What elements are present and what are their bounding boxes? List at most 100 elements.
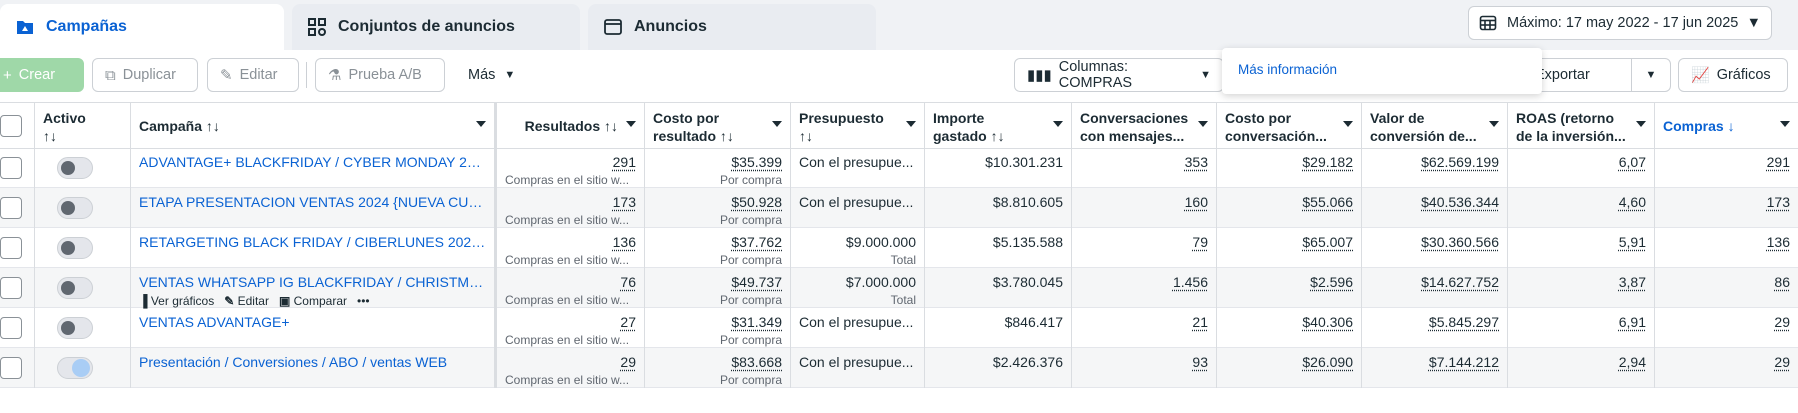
cell-value-value[interactable]: $30.360.566 [1421, 234, 1499, 250]
cell-cpr-value[interactable]: $31.349 [731, 314, 782, 330]
cell-conv-value[interactable]: 21 [1192, 314, 1208, 330]
table-row[interactable]: ADVANTAGE+ BLACKFRIDAY / CYBER MONDAY 20… [0, 148, 1798, 188]
cell-conv-value[interactable]: 93 [1192, 354, 1208, 370]
table-row[interactable]: Presentación / Conversiones / ABO / vent… [0, 348, 1798, 388]
header-campaign[interactable]: Campaña ↑↓ [131, 103, 497, 149]
row-checkbox[interactable] [0, 237, 22, 259]
row-checkbox[interactable] [0, 317, 22, 339]
cell-value-value[interactable]: $40.536.344 [1421, 194, 1499, 210]
cell-spent-value: $846.417 [1004, 314, 1063, 330]
cell-purchases-value[interactable]: 136 [1766, 234, 1790, 250]
cell-cpc-value[interactable]: $29.182 [1302, 154, 1353, 170]
cell-results-value[interactable]: 136 [612, 234, 636, 250]
header-cost-per-result[interactable]: Costo por resultado ↑↓ [645, 103, 791, 149]
select-all-checkbox[interactable] [0, 115, 22, 137]
cell-cpr-value[interactable]: $50.928 [731, 194, 782, 210]
row-action-compare[interactable]: ▣ Comparar [279, 294, 347, 308]
cell-cpr-value[interactable]: $37.762 [731, 234, 782, 250]
table-row[interactable]: RETARGETING BLACK FRIDAY / CIBERLUNES 20… [0, 228, 1798, 268]
cell-value-value[interactable]: $5.845.297 [1428, 314, 1499, 330]
edit-button[interactable]: ✎ Editar [207, 58, 299, 92]
header-conversations[interactable]: Conversaciones con mensajes... [1072, 103, 1217, 149]
more-button[interactable]: Más ▼ [456, 58, 526, 92]
cell-roas-value[interactable]: 6,07 [1618, 154, 1646, 170]
header-conversion-value[interactable]: Valor de conversión de... [1362, 103, 1508, 149]
cell-cpr-subtext: Por compra [719, 333, 782, 347]
cell-cpc-value[interactable]: $55.066 [1302, 194, 1353, 210]
cell-results-value[interactable]: 291 [612, 154, 636, 170]
header-roas[interactable]: ROAS (retorno de la inversión... [1508, 103, 1655, 149]
cell-cpc-value[interactable]: $40.306 [1302, 314, 1353, 330]
header-results[interactable]: Resultados ↑↓ [497, 103, 645, 149]
cell-cpr-value[interactable]: $35.399 [731, 154, 782, 170]
campaign-name-link[interactable]: VENTAS ADVANTAGE+ [139, 314, 290, 330]
row-checkbox[interactable] [0, 197, 22, 219]
cell-conv-value[interactable]: 353 [1184, 154, 1208, 170]
cell-roas-value[interactable]: 4,60 [1618, 194, 1646, 210]
row-checkbox[interactable] [0, 157, 22, 179]
campaign-name-link[interactable]: ETAPA PRESENTACION VENTAS 2024 {NUEVA CU… [139, 194, 486, 210]
row-action-charts[interactable]: ▐ Ver gráficos [139, 294, 214, 308]
cell-purchases-value[interactable]: 29 [1774, 354, 1790, 370]
row-action-edit[interactable]: ✎ Editar [224, 294, 269, 308]
cell-cpc-value[interactable]: $2.596 [1310, 274, 1353, 290]
create-button[interactable]: + Crear [0, 58, 84, 92]
cell-results-value[interactable]: 173 [612, 194, 636, 210]
campaign-toggle[interactable] [57, 237, 93, 259]
row-checkbox[interactable] [0, 277, 22, 299]
campaign-name-link[interactable]: VENTAS WHATSAPP IG BLACKFRIDAY / CHRISTM… [139, 274, 486, 290]
tab-ad-sets[interactable]: Conjuntos de anuncios [292, 4, 580, 50]
cell-conv-value[interactable]: 79 [1192, 234, 1208, 250]
cell-conv-value[interactable]: 160 [1184, 194, 1208, 210]
campaign-toggle[interactable] [57, 157, 93, 179]
cell-purchases: 291 [1655, 148, 1798, 188]
table-row[interactable]: VENTAS WHATSAPP IG BLACKFRIDAY / CHRISTM… [0, 268, 1798, 308]
row-action-more[interactable]: ••• [357, 294, 370, 308]
cell-purchases-value[interactable]: 173 [1766, 194, 1790, 210]
cell-value-value[interactable]: $62.569.199 [1421, 154, 1499, 170]
campaign-name-link[interactable]: ADVANTAGE+ BLACKFRIDAY / CYBER MONDAY 20… [139, 154, 486, 170]
campaign-toggle[interactable] [57, 197, 93, 219]
cell-active [35, 308, 131, 348]
cell-cpc-value[interactable]: $26.090 [1302, 354, 1353, 370]
more-info-link[interactable]: Más información [1238, 62, 1338, 77]
header-cost-per-conversation[interactable]: Costo por conversación... [1217, 103, 1362, 149]
charts-button[interactable]: 📈 Gráficos [1678, 58, 1788, 92]
cell-roas-value[interactable]: 3,87 [1618, 274, 1646, 290]
table-row[interactable]: VENTAS ADVANTAGE+ 27 Compras en el sitio w… [0, 308, 1798, 348]
cell-roas-value[interactable]: 2,94 [1618, 354, 1646, 370]
row-checkbox[interactable] [0, 357, 22, 379]
cell-value-value[interactable]: $14.627.752 [1421, 274, 1499, 290]
cell-purchases-value[interactable]: 86 [1774, 274, 1790, 290]
campaign-toggle[interactable] [57, 317, 93, 339]
tab-campaigns[interactable]: Campañas [0, 4, 284, 50]
cell-conv-value[interactable]: 1.456 [1172, 274, 1208, 290]
cell-results-value[interactable]: 29 [620, 354, 636, 370]
columns-button[interactable]: ▮▮▮ Columnas: COMPRAS ▼ [1014, 58, 1224, 92]
campaign-toggle[interactable] [57, 357, 93, 379]
date-range-button[interactable]: Máximo: 17 may 2022 - 17 jun 2025 ▼ [1468, 6, 1772, 40]
cell-results-value[interactable]: 76 [620, 274, 636, 290]
cell-value-value[interactable]: $7.144.212 [1428, 354, 1499, 370]
campaign-name-link[interactable]: Presentación / Conversiones / ABO / vent… [139, 354, 448, 370]
header-budget[interactable]: Presupuesto ↑↓ [791, 103, 925, 149]
tab-ads[interactable]: Anuncios [588, 4, 876, 50]
campaign-name-link[interactable]: RETARGETING BLACK FRIDAY / CIBERLUNES 20… [139, 234, 486, 250]
header-amount-spent[interactable]: Importe gastado ↑↓ [925, 103, 1072, 149]
ab-test-button[interactable]: ⚗ Prueba A/B [315, 58, 445, 92]
cell-results-value[interactable]: 27 [620, 314, 636, 330]
cell-cpr-value[interactable]: $49.737 [731, 274, 782, 290]
export-options-button[interactable]: ▼ [1631, 58, 1671, 92]
cell-cpr-value[interactable]: $83.668 [731, 354, 782, 370]
cell-purchases-value[interactable]: 291 [1766, 154, 1790, 170]
duplicate-button[interactable]: ⧉ Duplicar [92, 58, 198, 92]
cell-roas-value[interactable]: 5,91 [1618, 234, 1646, 250]
campaign-toggle[interactable] [57, 277, 93, 299]
cell-cpc-value[interactable]: $65.007 [1302, 234, 1353, 250]
cell-roas-value[interactable]: 6,91 [1618, 314, 1646, 330]
table-row[interactable]: ETAPA PRESENTACION VENTAS 2024 {NUEVA CU… [0, 188, 1798, 228]
cell-purchases-value[interactable]: 29 [1774, 314, 1790, 330]
header-active[interactable]: Activo ↑↓ [35, 103, 131, 149]
header-purchases[interactable]: Compras ↓ [1655, 103, 1798, 149]
cell-roas: 6,91 [1508, 308, 1655, 348]
